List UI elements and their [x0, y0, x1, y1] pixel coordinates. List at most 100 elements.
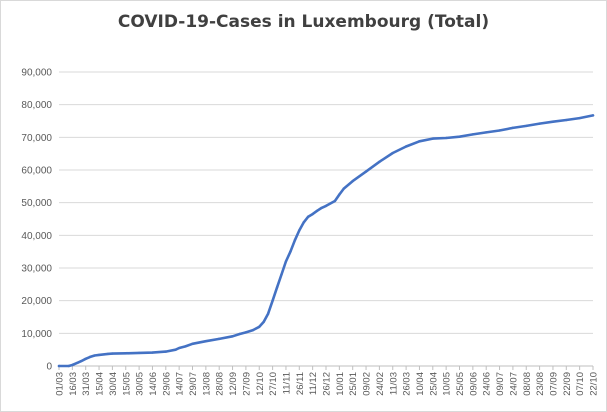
x-tick-label: 29/07: [188, 372, 199, 396]
data-point: [418, 140, 421, 143]
series-group: [57, 114, 595, 368]
data-point: [485, 131, 488, 134]
y-tick-label: 80,000: [21, 100, 52, 111]
data-point: [315, 209, 319, 213]
data-point: [333, 199, 337, 203]
x-tick-label: 15/04: [95, 372, 106, 396]
y-tick-label: 20,000: [21, 296, 52, 307]
data-point: [262, 320, 265, 324]
x-tick-label: 10/01: [335, 372, 346, 396]
data-point: [251, 328, 255, 332]
x-tick-label: 14/06: [148, 372, 159, 396]
data-point: [271, 299, 274, 302]
x-tick-label: 26/12: [322, 372, 333, 396]
y-tick-label: 10,000: [21, 329, 52, 340]
data-point: [71, 363, 74, 367]
x-tick-label: 25/05: [455, 372, 466, 396]
chart-title: COVID-19-Cases in Luxembourg (Total): [117, 12, 490, 32]
x-tick-label: 11/12: [308, 372, 319, 395]
data-point: [342, 187, 345, 190]
data-point: [565, 118, 568, 122]
data-point: [97, 353, 101, 357]
x-tick-label: 12/09: [228, 372, 239, 396]
data-point: [404, 145, 408, 148]
data-point: [57, 364, 61, 368]
x-tick-label: 25/04: [428, 372, 439, 396]
x-tick-label: 28/08: [215, 372, 226, 396]
data-point: [551, 120, 555, 123]
x-tick-label: 10/04: [415, 372, 426, 396]
data-point: [458, 135, 461, 138]
x-tick-label: 09/02: [362, 372, 373, 396]
y-tick-label: 50,000: [21, 198, 52, 209]
data-point: [307, 215, 310, 218]
x-tick-label: 29/06: [161, 372, 172, 396]
data-point: [471, 133, 475, 136]
x-tick-label: 24/02: [375, 372, 386, 396]
x-tick-label: 07/10: [575, 372, 586, 396]
y-tick-label: 0: [46, 362, 52, 373]
x-tick-label: 26/11: [295, 372, 306, 395]
data-point: [431, 137, 434, 140]
data-point: [238, 332, 241, 336]
data-point: [444, 136, 448, 140]
x-tick-label: 09/07: [495, 372, 506, 396]
data-point: [364, 170, 368, 173]
x-tick-label: 10/05: [442, 372, 453, 396]
data-point: [302, 221, 305, 224]
data-point: [280, 273, 283, 276]
data-point: [266, 312, 270, 315]
data-point: [174, 348, 177, 351]
data-point: [525, 124, 528, 128]
data-point: [88, 355, 92, 359]
data-point: [538, 122, 541, 125]
data-point: [289, 250, 292, 253]
data-point: [111, 352, 114, 355]
x-tick-label: 30/04: [108, 372, 119, 396]
data-point: [275, 286, 279, 289]
data-point: [378, 160, 381, 164]
data-point: [320, 206, 323, 210]
data-point: [324, 204, 328, 208]
data-point: [137, 351, 141, 355]
x-tick-label: 14/07: [175, 372, 186, 396]
x-tick-label: 22/10: [589, 372, 600, 396]
data-point: [578, 116, 581, 120]
data-point: [591, 114, 595, 117]
data-point: [511, 126, 515, 130]
x-tick-label: 01/03: [55, 372, 66, 396]
data-point: [80, 359, 83, 363]
data-point: [231, 335, 234, 338]
x-tick-label: 31/03: [81, 372, 92, 396]
data-point: [204, 339, 208, 343]
x-tick-label: 23/08: [535, 372, 546, 396]
data-point: [164, 350, 167, 353]
x-tick-label: 24/06: [482, 372, 493, 396]
data-point: [218, 337, 221, 341]
x-tick-label: 25/01: [348, 372, 359, 396]
data-point: [93, 354, 96, 357]
y-tick-label: 60,000: [21, 166, 52, 177]
y-tick-label: 30,000: [21, 264, 52, 275]
data-point: [293, 239, 297, 242]
data-point: [391, 151, 394, 155]
data-point: [106, 352, 110, 356]
data-point: [338, 193, 341, 196]
x-tick-label: 07/09: [548, 372, 559, 396]
data-point: [244, 331, 248, 334]
y-tick-label: 70,000: [21, 133, 52, 144]
x-axis: 01/03 16/03 31/03 15/04 30/04 15/05 30/05 14/06…: [55, 366, 600, 396]
x-tick-label: 30/05: [135, 372, 146, 396]
data-point: [258, 325, 261, 328]
x-tick-label: 26/03: [402, 372, 413, 396]
data-point: [351, 179, 354, 183]
x-tick-label: 09/06: [468, 372, 479, 396]
data-point: [191, 342, 194, 345]
x-tick-label: 27/09: [241, 372, 252, 396]
x-tick-label: 16/03: [68, 372, 79, 396]
data-point: [67, 364, 70, 368]
series-line: [57, 114, 595, 368]
data-point: [177, 346, 181, 350]
y-axis: 0 10,000 20,000 30,000 40,000 50,000 60,000 70,…: [21, 68, 52, 373]
